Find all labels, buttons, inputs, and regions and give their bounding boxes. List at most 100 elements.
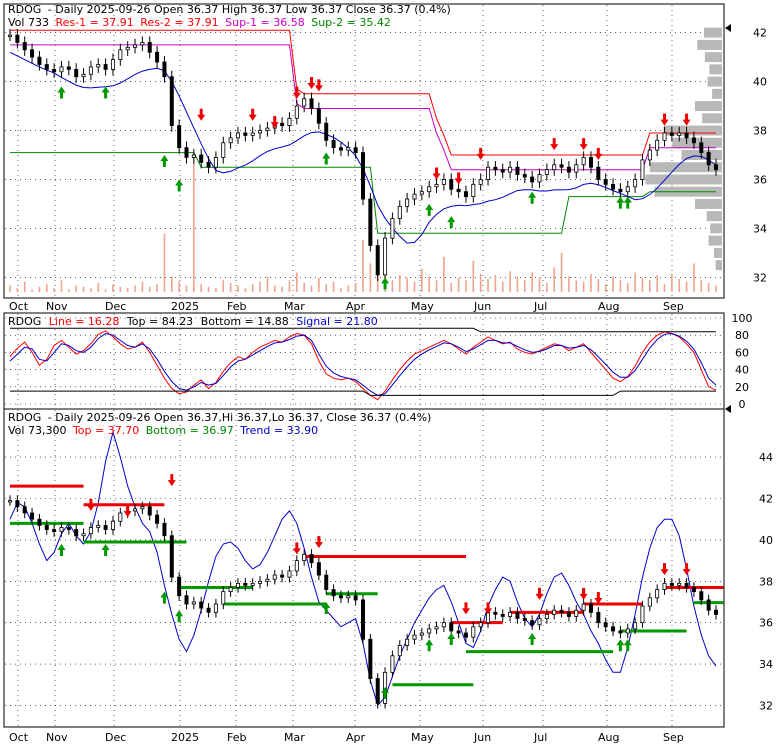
volume-bar: [612, 276, 614, 292]
volume-bar: [575, 280, 578, 292]
volume-bar: [75, 285, 77, 292]
volume-profile-bar: [695, 198, 722, 209]
candle-body: [7, 34, 12, 38]
volume-bar: [215, 288, 217, 292]
candle-body: [147, 42, 152, 53]
candle-body: [559, 164, 564, 168]
candle-body: [456, 188, 461, 193]
buy-arrow-icon: [57, 544, 66, 557]
sell-arrow-icon: [248, 108, 257, 121]
candle-body: [133, 44, 138, 48]
candle-body: [15, 34, 20, 43]
candle-body: [324, 122, 329, 141]
oscillator-y-tick: 60: [735, 346, 749, 359]
volume-bar: [82, 286, 85, 292]
price-x-tick: Feb: [227, 300, 246, 313]
price-y-tick: 40: [753, 76, 767, 89]
volume-profile-bar: [695, 101, 722, 112]
price-y-tick: 32: [753, 271, 767, 284]
candle-body: [206, 161, 211, 168]
candle-body: [434, 183, 439, 188]
candle-body: [588, 157, 593, 168]
buy-arrow-icon: [160, 591, 169, 604]
volume-bar: [340, 288, 342, 292]
candle-body: [714, 609, 719, 615]
candle-body: [37, 518, 42, 526]
panel2-line: Line = 16.28: [49, 315, 120, 328]
candle-body: [96, 525, 101, 528]
panel1-res2: Res-2 = 37.91: [140, 16, 218, 29]
volume-profile-bar: [650, 162, 722, 173]
candle-body: [184, 147, 189, 158]
buy-arrow-icon: [447, 633, 456, 646]
volume-bar: [60, 280, 63, 292]
volume-bar: [391, 280, 394, 292]
sell-arrow-icon: [167, 474, 176, 487]
candle-body: [471, 183, 476, 197]
candle-body: [441, 622, 446, 628]
buy-arrow-icon: [175, 610, 184, 623]
price-y-tick: 42: [753, 27, 767, 40]
candle-body: [110, 59, 115, 70]
candle-body: [250, 132, 255, 136]
trend-y-tick: 32: [759, 699, 773, 712]
candle-body: [544, 169, 549, 175]
volume-bar: [685, 281, 688, 292]
candle-body: [662, 582, 667, 590]
candle-body: [625, 628, 630, 634]
price-x-tick: Apr: [346, 300, 366, 313]
volume-bar: [207, 286, 210, 292]
volume-bar: [16, 288, 19, 292]
panel1-res1: Res-1 = 37.91: [55, 16, 133, 29]
trend-x-tick: Dec: [105, 731, 126, 744]
candle-body: [287, 117, 292, 127]
oscillator-lines: [9, 327, 717, 401]
volume-profile-bar: [712, 88, 722, 99]
sell-arrow-icon: [432, 167, 441, 180]
sell-arrow-icon: [682, 113, 691, 126]
trend-x-tick: Oct: [9, 731, 29, 744]
volume-profile-bar: [709, 64, 722, 75]
candle-body: [265, 578, 270, 582]
buy-arrow-icon: [616, 639, 625, 652]
candle-body: [309, 98, 314, 109]
trend-x-tick: Sep: [663, 731, 684, 744]
candle-body: [691, 587, 696, 593]
candle-body: [427, 186, 432, 193]
volume-bar: [45, 284, 48, 292]
volume-bar: [97, 282, 100, 292]
volume-bar: [347, 285, 350, 292]
volume-bar: [671, 273, 673, 292]
candle-body: [88, 527, 93, 535]
candle-body: [522, 618, 527, 621]
volume-bar: [590, 273, 592, 292]
panel1-vol: Vol 733: [8, 16, 49, 29]
sell-arrow-icon: [270, 116, 279, 129]
candle-body: [66, 66, 71, 70]
panel3-info: - Daily 2025-09-26 Open 36.37,Hi 36.37,L…: [48, 411, 432, 424]
price-x-tick: Aug: [598, 300, 619, 313]
sell-arrow-icon: [660, 113, 669, 126]
panel1-header: RDOG - Daily 2025-09-26 Open 36.37 High …: [8, 3, 451, 16]
sell-arrow-icon: [594, 592, 603, 605]
candle-body: [265, 127, 270, 131]
candle-body: [22, 42, 27, 51]
candle-body: [449, 622, 454, 632]
candle-body: [338, 595, 343, 599]
trend-x-tick: Feb: [227, 731, 246, 744]
candle-body: [272, 574, 277, 580]
volume-bar: [479, 273, 482, 292]
candle-body: [368, 198, 373, 246]
sell-arrow-icon: [292, 542, 301, 555]
volume-bar: [318, 277, 320, 292]
sell-arrow-icon: [579, 138, 588, 151]
volume-bar: [134, 285, 136, 292]
candle-body: [581, 603, 586, 611]
candle-body: [66, 527, 71, 530]
axis-labels: 42 40 38 36 34 32 100 80 60 40 20 0 44 42 40 38 36 34 32 Oc…: [9, 24, 773, 744]
candle-body: [59, 527, 64, 533]
candle-body: [353, 147, 358, 153]
volume-bar: [509, 271, 511, 292]
panel3-ticker: RDOG: [8, 411, 41, 424]
